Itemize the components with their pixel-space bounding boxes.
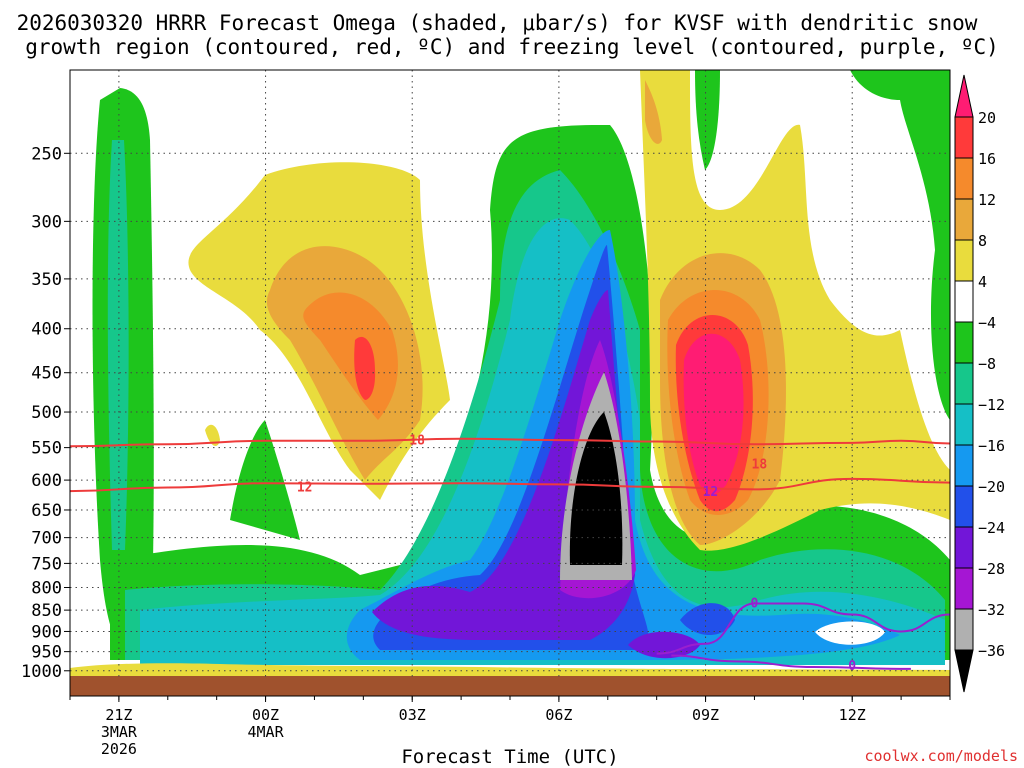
omega-region-right-darkblue (680, 603, 735, 635)
freezing-level-contour (656, 602, 951, 655)
colorbar-swatch (954, 567, 974, 610)
y-tick-label: 250 (31, 144, 62, 164)
contour-label: 0 (848, 659, 856, 674)
x-tick-label: 21Z (105, 706, 132, 724)
y-tick-label: 600 (31, 471, 62, 491)
omega-region-left-orange2 (303, 292, 398, 420)
colorbar-label: 16 (978, 150, 996, 168)
colorbar-swatch (954, 403, 974, 446)
x-tick-label: 00Z (252, 706, 279, 724)
colorbar-bottom-arrow (954, 649, 974, 693)
y-tick-label: 950 (31, 643, 62, 663)
y-tick-label: 450 (31, 364, 62, 384)
gridlines (70, 70, 950, 680)
y-tick-label: 1000 (21, 662, 62, 682)
colorbar-swatch (954, 321, 974, 364)
colorbar-top-arrow (954, 74, 974, 118)
y-tick-label: 700 (31, 529, 62, 549)
omega-region-small-yellow (205, 424, 220, 446)
chart-title-line1: 2026030320 HRRR Forecast Omega (shaded, … (17, 11, 978, 35)
x-tick-label: 03Z (399, 706, 426, 724)
y-axis-tick-labels: 2503003504004505005506006507007508008509… (21, 144, 70, 682)
omega-region-right-purple (628, 631, 700, 659)
contour-label: 18 (752, 458, 768, 473)
colorbar-label: −12 (978, 396, 1005, 414)
colorbar-swatch (954, 362, 974, 405)
y-tick-label: 650 (31, 501, 62, 521)
y-tick-label: 300 (31, 212, 62, 232)
dgz-minus18-contour (69, 437, 951, 448)
omega-region-right-edge-yellow (890, 427, 907, 464)
colorbar-swatch (954, 198, 974, 241)
colorbar-swatch (954, 280, 974, 323)
x-tick-sublabel: 3MAR (101, 723, 138, 741)
colorbar-swatch (954, 116, 974, 159)
omega-region-bottom-yellow (70, 663, 950, 680)
omega-region-low-blue (346, 230, 900, 660)
omega-region-left-teal (107, 140, 129, 550)
colorbar-label: −16 (978, 437, 1005, 455)
x-tick-label: 06Z (545, 706, 572, 724)
colorbar-label: −20 (978, 478, 1005, 496)
y-tick-label: 750 (31, 554, 62, 574)
omega-region-core-black (569, 412, 623, 565)
dgz-minus12-contour (69, 477, 951, 493)
y-tick-label: 800 (31, 578, 62, 598)
colorbar-label: −4 (978, 314, 996, 332)
colorbar-swatch (954, 608, 974, 651)
omega-region-top-orange-streak (645, 80, 662, 144)
colorbar-swatch (954, 157, 974, 200)
chart-title-line2: growth region (contoured, red, ºC) and f… (25, 35, 999, 59)
colorbar-label: −36 (978, 642, 1005, 660)
contour-label: 12 (297, 480, 313, 495)
ground-surface (70, 676, 950, 696)
omega-region-mid-green (230, 420, 300, 540)
x-tick-sublabel: 4MAR (247, 723, 284, 741)
y-tick-label: 500 (31, 403, 62, 423)
x-axis-title: Forecast Time (UTC) (401, 746, 618, 768)
y-tick-label: 400 (31, 320, 62, 340)
y-tick-label: 550 (31, 439, 62, 459)
colorbar-label: 4 (978, 273, 987, 291)
colorbar-label: −24 (978, 519, 1005, 537)
omega-shaded-field (70, 70, 950, 680)
y-tick-label: 850 (31, 601, 62, 621)
contour-label: 0 (751, 597, 759, 612)
x-tick-label: 12Z (839, 706, 866, 724)
colorbar-label: −8 (978, 355, 996, 373)
x-tick-label: 09Z (692, 706, 719, 724)
omega-region-top-green-streak (695, 70, 720, 170)
colorbar-swatch (954, 239, 974, 282)
contour-lines: 18 18 12 12 0 0 (69, 433, 951, 674)
colorbar-swatch (954, 526, 974, 569)
omega-region-left-red (354, 336, 376, 400)
contour-label: 18 (409, 433, 425, 448)
colorbar-label: 8 (978, 232, 987, 250)
omega-region-right-green (850, 70, 950, 420)
contour-label: 12 (703, 485, 719, 500)
y-tick-label: 350 (31, 270, 62, 290)
colorbar-label: −28 (978, 560, 1005, 578)
omega-region-right-pink (683, 333, 744, 495)
colorbar-label: 20 (978, 109, 996, 127)
credit-text: coolwx.com/models (864, 747, 1018, 765)
colorbar-swatch (954, 444, 974, 487)
colorbar-swatch (954, 485, 974, 528)
x-tick-sublabel: 2026 (101, 740, 137, 758)
colorbar: 20 16 12 8 4 −4 −8 −12 −16 −20 −24 −28 −32 −36 (954, 74, 1005, 693)
colorbar-label: −32 (978, 601, 1005, 619)
y-tick-label: 900 (31, 622, 62, 642)
colorbar-label: 12 (978, 191, 996, 209)
omega-region-right-white-hole (815, 621, 885, 645)
freezing-level-contour-lower (671, 654, 911, 670)
